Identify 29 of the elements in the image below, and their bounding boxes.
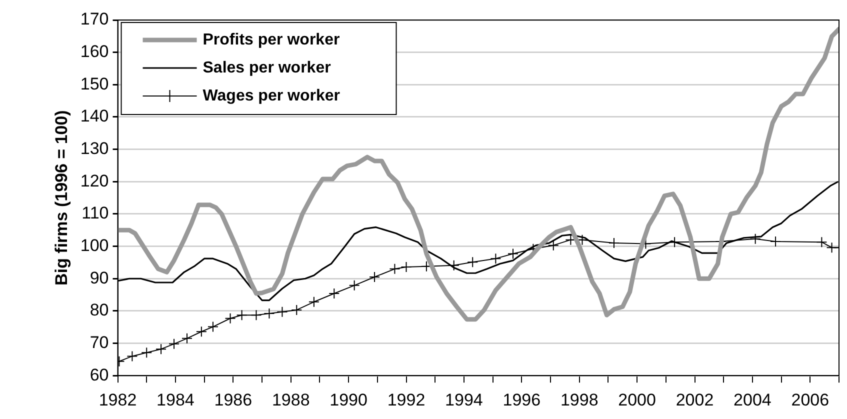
x-tick-label: 1990	[330, 390, 368, 410]
y-tick-label: 150	[80, 74, 109, 94]
x-tick-label: 1982	[98, 390, 137, 410]
x-tick-label: 1986	[214, 390, 252, 410]
x-tick-label: 1984	[156, 390, 194, 410]
x-tick-label: 1998	[560, 390, 598, 410]
y-tick-label: 140	[80, 106, 109, 126]
x-tick-label: 2006	[791, 390, 830, 410]
y-tick-label: 70	[90, 332, 109, 352]
y-tick-label: 160	[80, 42, 109, 62]
x-tick-label: 1992	[387, 390, 426, 410]
y-tick-label: 60	[90, 365, 109, 384]
x-tick-label: 1996	[502, 390, 541, 410]
y-tick-label: 120	[80, 171, 109, 190]
y-tick-label: 170	[80, 10, 109, 29]
x-tick-label: 1994	[445, 390, 483, 410]
y-tick-label: 100	[80, 236, 109, 255]
y-tick-label: 80	[90, 300, 109, 320]
legend-label: Profits per worker	[202, 31, 340, 48]
x-tick-label: 2004	[734, 390, 772, 410]
legend-label: Wages per worker	[202, 87, 340, 104]
y-tick-label: 110	[82, 204, 109, 223]
legend-label: Sales per worker	[202, 59, 331, 76]
y-axis-title: Big firms (1996 = 100)	[52, 110, 71, 286]
x-tick-label: 2000	[618, 390, 656, 410]
x-tick-label: 1988	[272, 390, 310, 410]
x-tick-label: 2002	[676, 390, 714, 410]
y-tick-label: 90	[90, 268, 109, 288]
y-tick-label: 130	[80, 138, 109, 158]
